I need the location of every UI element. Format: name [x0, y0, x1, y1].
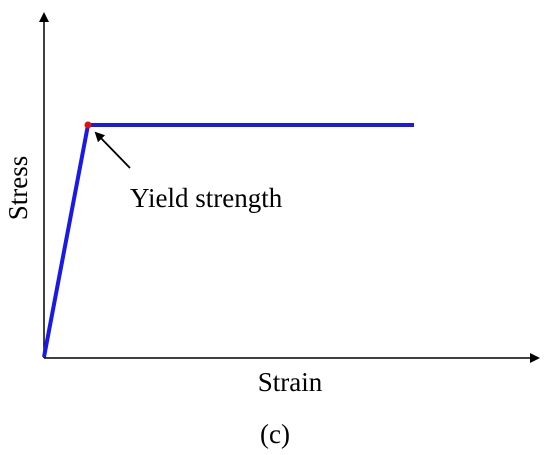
- annotation: Yield strength: [130, 183, 283, 213]
- x-axis-label: Strain: [258, 367, 323, 397]
- stress-strain-curve: [42, 123, 414, 358]
- y-axis-label: Stress: [3, 156, 33, 221]
- yield-point: [84, 121, 92, 129]
- annotation-arrow: [94, 131, 131, 169]
- caption: (c): [260, 419, 290, 449]
